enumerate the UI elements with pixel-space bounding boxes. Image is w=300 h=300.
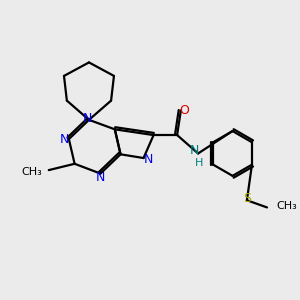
Text: N: N bbox=[189, 144, 199, 157]
Text: CH₃: CH₃ bbox=[276, 201, 297, 211]
Text: H: H bbox=[195, 158, 204, 168]
Text: CH₃: CH₃ bbox=[22, 167, 43, 176]
Text: S: S bbox=[243, 192, 251, 205]
Text: N: N bbox=[144, 153, 153, 166]
Text: O: O bbox=[179, 104, 189, 117]
Text: N: N bbox=[83, 112, 92, 125]
Text: N: N bbox=[59, 133, 69, 146]
Text: N: N bbox=[96, 171, 105, 184]
